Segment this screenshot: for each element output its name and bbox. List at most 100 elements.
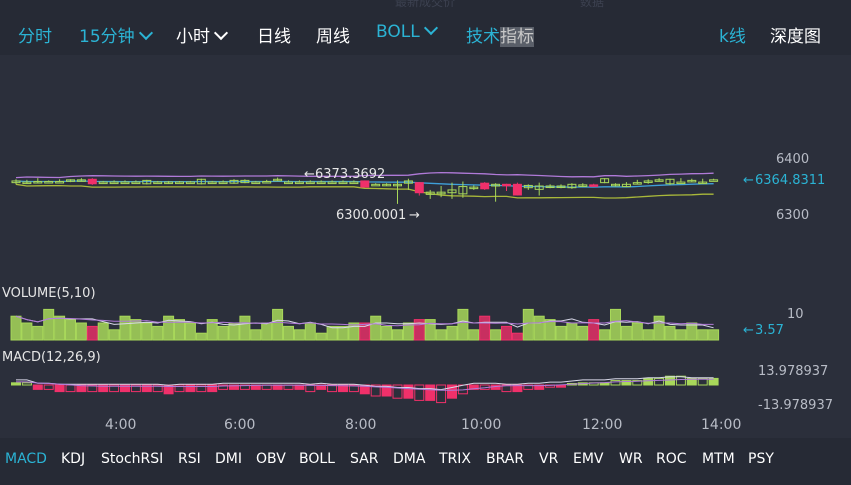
macd-bar [196,384,207,393]
indicator-kdj[interactable]: KDJ [61,451,86,467]
chevron-down-icon [213,25,229,41]
volume-bar [599,329,611,341]
volume-bar [217,325,229,341]
indicator-rsi[interactable]: RSI [178,451,201,467]
macd-bar [512,384,523,393]
indicator-obv[interactable]: OBV [256,451,286,467]
indicator-dma[interactable]: DMA [393,451,426,467]
chevron-down-icon [423,20,438,36]
volume-bar [675,329,687,341]
candle-body [545,185,555,188]
macd-bar [130,384,141,393]
tab-15min[interactable]: 15分钟 [79,22,153,47]
macd-bar [436,384,447,404]
indicator-mtm[interactable]: MTM [702,451,735,467]
macd-bar [414,384,425,401]
volume-bar [108,329,120,341]
indicator-macd[interactable]: MACD [5,451,47,467]
tab-technical[interactable]: 技术指标 [466,22,534,47]
macd-bar [43,384,54,390]
candle-body [425,191,435,195]
tab-depth-chart[interactable]: 深度图 [770,27,821,47]
volume-bar [555,325,567,341]
volume-ma5-line [15,315,714,329]
candle-body [578,184,588,187]
volume-bar [533,315,545,341]
period-tabs-bar: 分时 15分钟 小时 日线 周线 BOLL 技术指标 k线 深度图 [0,10,851,55]
volume-bar [293,329,305,341]
candle-body [164,181,174,185]
volume-bar [54,315,66,341]
candle-body [251,181,261,185]
tab-weekly[interactable]: 周线 [316,27,350,47]
indicator-boll[interactable]: BOLL [299,451,335,467]
indicator-wr[interactable]: WR [619,451,643,467]
candle-body [643,180,653,183]
candle-body [327,181,337,185]
macd-bar [109,384,120,393]
volume-bar [392,329,403,341]
candle-body [284,181,293,185]
indicator-emv[interactable]: EMV [573,451,604,467]
time-label-0600: 6:00 [224,417,255,433]
candle-body [44,181,54,184]
macd-bar [447,384,457,399]
indicator-sar[interactable]: SAR [350,451,379,467]
tab-technical-label: 技术 [466,27,500,47]
tab-kline[interactable]: k线 [719,27,746,47]
volume-bar [642,329,654,341]
tab-hour[interactable]: 小时 [176,22,229,47]
candle-body [414,182,424,194]
tab-daily[interactable]: 日线 [257,27,291,47]
candle-body [196,178,206,185]
volume-bar [708,329,720,341]
kline-chart[interactable]: 6400 6300 ← 6364.8311 ← 6373.3692 6300.0… [0,55,851,438]
indicator-vr[interactable]: VR [539,451,559,467]
macd-bar [392,384,403,399]
candle-body [185,181,195,185]
candle-body [316,181,326,185]
time-label-1200: 12:00 [582,417,622,433]
macd-dif-line [16,376,714,391]
volume-bar [413,319,425,341]
tab-indicator-label: 指标 [500,27,534,47]
candle-body [55,181,65,184]
volume-bar [228,322,240,341]
volume-bar [283,325,294,341]
time-label-1400: 14:00 [701,417,741,433]
indicator-stochrsi[interactable]: StochRSI [101,451,164,467]
indicator-psy[interactable]: PSY [748,451,774,467]
macd-bar [425,384,436,401]
candle-body [709,179,719,182]
volume-bar [631,322,643,341]
volume-bar [424,319,436,341]
macd-bar [87,384,98,393]
macd-bar [534,384,545,390]
macd-bar [621,380,632,386]
volume-bar [75,322,87,341]
macd-bar [403,384,414,399]
boll-upper-line [15,171,714,179]
macd-bar [54,384,65,393]
candle-body [512,183,522,196]
indicator-dmi[interactable]: DMI [215,451,242,467]
volume-bar [490,329,502,341]
indicator-tabs-bar: MACD KDJ StochRSI RSI DMI OBV BOLL SAR D… [0,438,851,485]
indicator-roc[interactable]: ROC [656,451,687,467]
macd-bar [21,382,32,386]
macd-bar [152,384,163,393]
indicator-trix[interactable]: TRIX [439,451,471,467]
volume-bar [21,322,33,341]
volume-title: VOLUME(5,10) [2,286,96,301]
candle-body [665,178,675,185]
kline-chart-svg: 6400 6300 ← 6364.8311 ← 6373.3692 6300.0… [2,152,833,433]
indicator-brar[interactable]: BRAR [486,451,525,467]
macd-bar [632,380,643,386]
macd-bar [370,384,381,397]
macd-bar [327,384,338,393]
tab-timeline[interactable]: 分时 [18,27,52,47]
candle-body [294,181,304,185]
tab-boll[interactable]: BOLL [376,20,438,42]
price-tick-6400: 6400 [776,152,809,167]
macd-bar [141,384,152,393]
